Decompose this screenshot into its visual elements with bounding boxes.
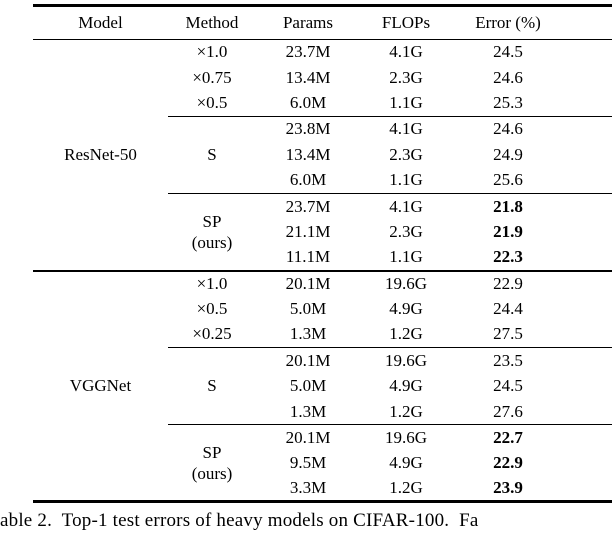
params-cell: 20.1M bbox=[256, 347, 360, 374]
table-row: 21.1M 2.3G 21.9 bbox=[33, 219, 612, 245]
params-cell: 1.3M bbox=[289, 324, 327, 344]
params-cell: 23.8M bbox=[256, 116, 360, 143]
params-cell: 3.3M bbox=[289, 478, 327, 498]
flops-cell: 4.1G bbox=[389, 42, 423, 62]
col-header-model: Model bbox=[33, 5, 168, 40]
error-cell: 24.9 bbox=[493, 144, 523, 164]
error-cell: 22.9 bbox=[493, 453, 523, 473]
params-cell: 6.0M bbox=[289, 93, 327, 113]
error-cell: 27.5 bbox=[493, 324, 523, 344]
method-label-sp: SP (ours) bbox=[168, 193, 256, 271]
method-sp-line1: SP bbox=[202, 442, 222, 462]
table-row: 6.0M 1.1G 25.6 bbox=[33, 168, 612, 194]
table-row: 9.5M 4.9G 22.9 bbox=[33, 451, 612, 477]
flops-cell: 4.9G bbox=[389, 299, 423, 319]
table-row: SP (ours) 20.1M 19.6G 22.7 bbox=[33, 424, 612, 502]
table-row: 3.3M 1.2G 23.9 bbox=[33, 476, 612, 502]
params-cell: 23.7M bbox=[285, 42, 331, 62]
flops-cell: 1.1G bbox=[389, 93, 423, 113]
method-cell: ×0.25 bbox=[192, 324, 232, 344]
method-sp-line2: (ours) bbox=[191, 232, 233, 252]
flops-cell: 2.3G bbox=[389, 144, 423, 164]
error-cell: 22.7 bbox=[452, 424, 612, 451]
method-label-s: S bbox=[168, 116, 256, 194]
method-cell: ×1.0 bbox=[168, 269, 256, 297]
flops-cell: 2.3G bbox=[389, 67, 423, 87]
table-row: 5.0M 4.9G 24.5 bbox=[33, 373, 612, 399]
flops-cell: 4.9G bbox=[389, 453, 423, 473]
params-cell: 13.4M bbox=[285, 144, 331, 164]
table-row: ×0.5 6.0M 1.1G 25.3 bbox=[33, 91, 612, 117]
params-cell: 5.0M bbox=[289, 376, 327, 396]
error-cell: 25.3 bbox=[493, 93, 523, 113]
params-cell: 20.1M bbox=[256, 269, 360, 297]
col-header-method: Method bbox=[168, 5, 256, 40]
error-cell: 24.4 bbox=[493, 299, 523, 319]
params-cell: 21.1M bbox=[285, 221, 331, 241]
table-row: ×0.25 1.3M 1.2G 27.5 bbox=[33, 322, 612, 348]
col-header-error: Error (%) bbox=[452, 5, 612, 40]
table-caption: able 2. Top-1 test errors of heavy model… bbox=[0, 510, 479, 531]
params-cell: 11.1M bbox=[285, 247, 331, 267]
table-row: ResNet-50 ×1.0 23.7M 4.1G 24.5 bbox=[33, 40, 612, 163]
flops-cell: 2.3G bbox=[389, 221, 423, 241]
flops-cell: 1.1G bbox=[389, 170, 423, 190]
flops-cell: 1.2G bbox=[389, 324, 423, 344]
error-cell: 27.6 bbox=[493, 401, 523, 421]
table-row: S 23.8M 4.1G 24.6 bbox=[33, 116, 612, 194]
table-row: S 20.1M 19.6G 23.5 bbox=[33, 347, 612, 425]
method-label-s: S bbox=[168, 347, 256, 425]
table-row: 11.1M 1.1G 22.3 bbox=[33, 245, 612, 271]
error-cell: 21.9 bbox=[493, 221, 523, 241]
params-cell: 1.3M bbox=[289, 401, 327, 421]
flops-cell: 1.2G bbox=[389, 478, 423, 498]
error-cell: 23.9 bbox=[493, 478, 523, 498]
table-row: 13.4M 2.3G 24.9 bbox=[33, 142, 612, 168]
table-row: SP (ours) 23.7M 4.1G 21.8 bbox=[33, 193, 612, 271]
method-cell: ×0.75 bbox=[192, 67, 232, 87]
table-row: VGGNet ×1.0 20.1M 19.6G 22.9 bbox=[33, 269, 612, 502]
params-cell: 20.1M bbox=[256, 424, 360, 451]
method-sp-line2: (ours) bbox=[191, 463, 233, 483]
flops-cell: 19.6G bbox=[360, 347, 452, 374]
params-cell: 9.5M bbox=[289, 453, 327, 473]
table-row: ×0.5 5.0M 4.9G 24.4 bbox=[33, 296, 612, 322]
table-row: ×0.75 13.4M 2.3G 24.6 bbox=[33, 65, 612, 91]
error-cell: 23.5 bbox=[452, 347, 612, 374]
error-cell: 22.3 bbox=[493, 247, 523, 267]
method-cell: ×0.5 bbox=[196, 93, 228, 113]
method-cell: ×0.5 bbox=[196, 299, 228, 319]
flops-cell: 19.6G bbox=[360, 269, 452, 297]
model-label-vggnet: VGGNet bbox=[33, 269, 168, 502]
flops-cell: 4.9G bbox=[389, 376, 423, 396]
flops-cell: 1.1G bbox=[389, 247, 423, 267]
results-table: Model Method Params FLOPs Error (%) ResN… bbox=[33, 4, 612, 504]
error-cell: 24.5 bbox=[493, 42, 523, 62]
flops-cell: 1.2G bbox=[389, 401, 423, 421]
flops-cell: 19.6G bbox=[360, 424, 452, 451]
method-label-sp: SP (ours) bbox=[168, 424, 256, 502]
model-label-resnet50: ResNet-50 bbox=[64, 144, 137, 164]
params-cell: 23.7M bbox=[256, 193, 360, 220]
table-row: 1.3M 1.2G 27.6 bbox=[33, 399, 612, 425]
method-sp-line1: SP bbox=[202, 211, 222, 231]
method-cell: ×1.0 bbox=[196, 42, 228, 62]
col-header-flops: FLOPs bbox=[360, 5, 452, 40]
error-cell: 25.6 bbox=[493, 170, 523, 190]
table-header-row: Model Method Params FLOPs Error (%) bbox=[33, 5, 612, 40]
params-cell: 5.0M bbox=[289, 299, 327, 319]
error-cell: 24.6 bbox=[493, 67, 523, 87]
error-cell: 21.8 bbox=[452, 193, 612, 220]
flops-cell: 4.1G bbox=[360, 116, 452, 143]
error-cell: 22.9 bbox=[452, 269, 612, 297]
error-cell: 24.6 bbox=[452, 116, 612, 143]
params-cell: 13.4M bbox=[285, 67, 331, 87]
col-header-params: Params bbox=[256, 5, 360, 40]
error-cell: 24.5 bbox=[493, 376, 523, 396]
params-cell: 6.0M bbox=[289, 170, 327, 190]
flops-cell: 4.1G bbox=[360, 193, 452, 220]
